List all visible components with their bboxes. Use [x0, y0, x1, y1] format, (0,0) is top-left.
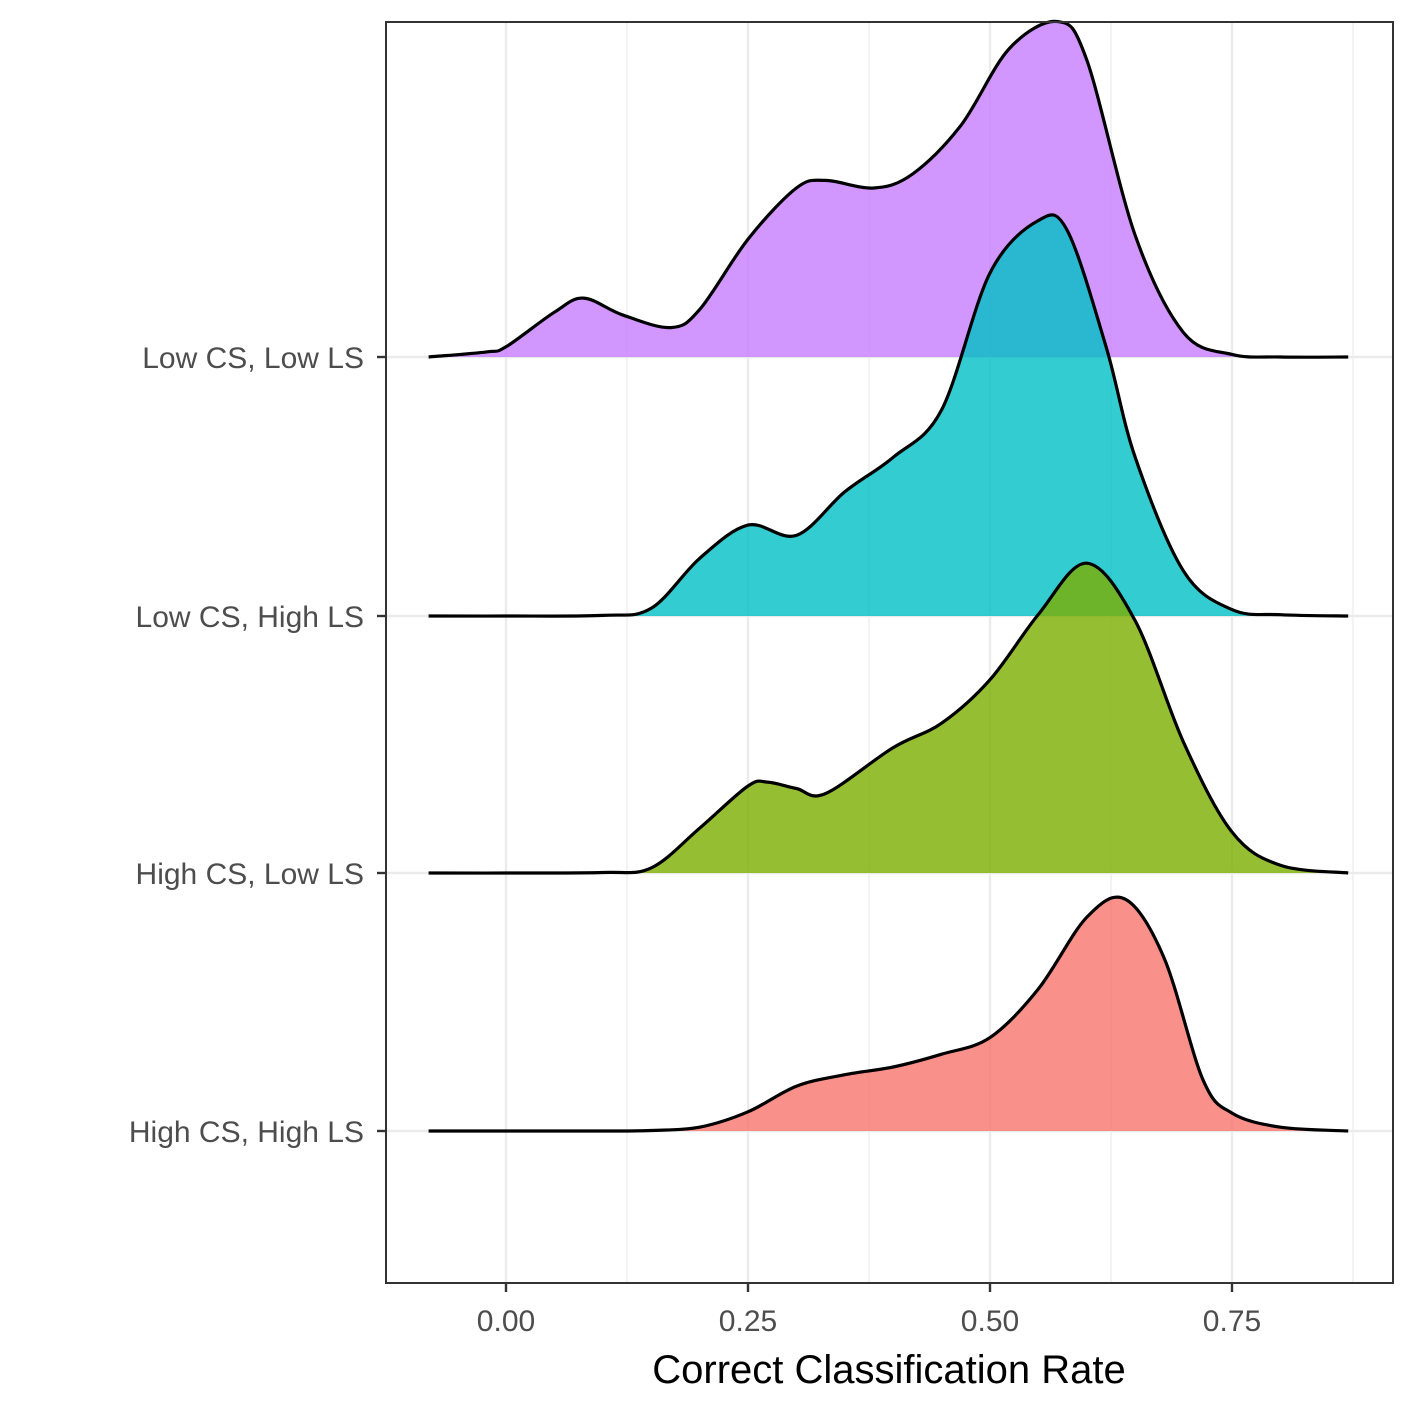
x-tick-label: 0.00 — [477, 1305, 535, 1338]
y-tick-label: Low CS, Low LS — [142, 342, 364, 375]
ridge-high-cs-low-ls — [428, 561, 1349, 875]
density-area — [428, 563, 1349, 874]
x-tick-label: 0.25 — [719, 1305, 777, 1338]
ridge-low-cs-low-ls — [428, 19, 1349, 359]
ridge-high-cs-high-ls — [428, 895, 1349, 1133]
density-area — [428, 214, 1349, 617]
density-outline — [428, 895, 1349, 1133]
axes: 0.00 0.25 0.50 0.75 High CS, High LS High CS,… — [129, 342, 1261, 1338]
density-outline — [428, 561, 1349, 875]
density-outline — [428, 19, 1349, 359]
y-tick-label: Low CS, High LS — [136, 601, 364, 634]
x-tick-label: 0.50 — [961, 1305, 1019, 1338]
x-axis-title: Correct Classification Rate — [652, 1348, 1126, 1392]
y-tick-label: High CS, High LS — [129, 1116, 364, 1149]
plot-border — [385, 21, 1394, 1284]
y-tick-label: High CS, Low LS — [136, 858, 364, 891]
x-tick-label: 0.75 — [1203, 1305, 1261, 1338]
density-outline — [428, 213, 1349, 618]
density-ridges — [428, 19, 1349, 1133]
density-area — [428, 21, 1349, 358]
ridge-low-cs-high-ls — [428, 213, 1349, 618]
density-area — [428, 897, 1349, 1132]
